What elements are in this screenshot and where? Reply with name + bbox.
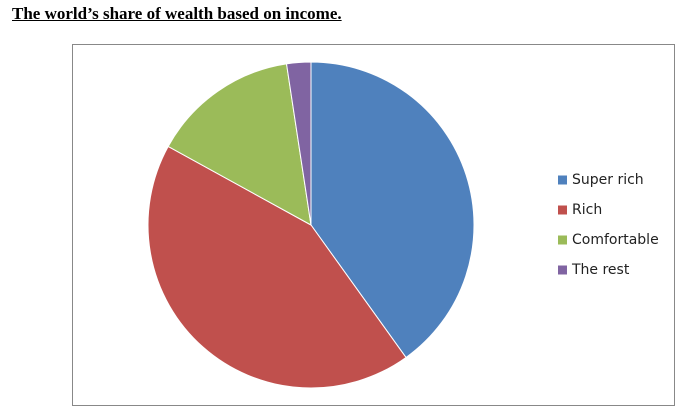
pie-slice <box>167 63 312 226</box>
legend-label: Comfortable <box>572 232 659 248</box>
legend-swatch <box>558 205 567 215</box>
legend-label: Rich <box>572 202 602 218</box>
legend-label: The rest <box>571 262 630 278</box>
legend-swatch <box>558 235 567 245</box>
legend-swatch <box>558 175 567 185</box>
legend-label: Super rich <box>572 172 644 188</box>
pie-slice <box>310 61 475 359</box>
pie-slice <box>285 61 312 226</box>
legend-swatch <box>558 265 567 275</box>
chart-title: The world’s share of wealth based on inc… <box>12 4 342 23</box>
pie-slice <box>147 145 407 389</box>
